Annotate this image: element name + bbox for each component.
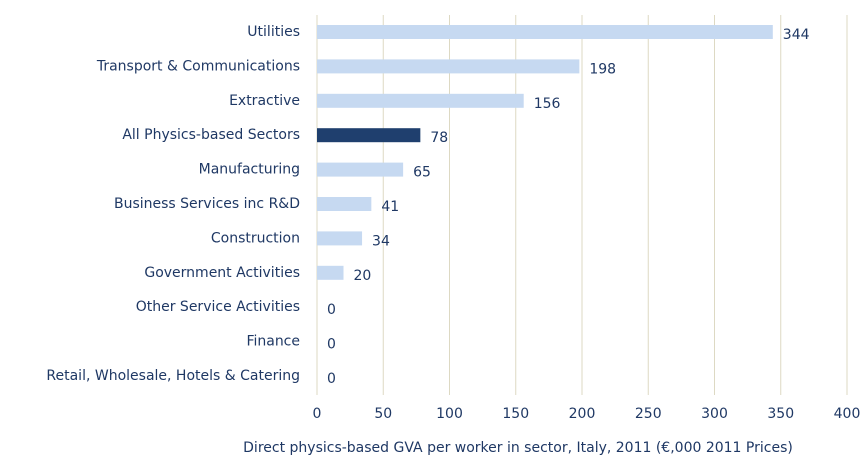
x-tick-label: 300 bbox=[701, 406, 728, 422]
bar bbox=[317, 59, 580, 74]
y-tick-label: Manufacturing bbox=[199, 162, 300, 178]
x-tick-label: 200 bbox=[569, 406, 596, 422]
data-label: 65 bbox=[413, 165, 431, 181]
y-tick-label: Utilities bbox=[247, 24, 300, 40]
x-tick-label: 100 bbox=[436, 406, 463, 422]
bar bbox=[317, 93, 524, 108]
bar bbox=[317, 25, 773, 39]
x-tick-label: 400 bbox=[834, 406, 861, 422]
x-tick-label: 250 bbox=[635, 406, 662, 422]
data-label: 0 bbox=[327, 371, 336, 387]
y-tick-label: Transport & Communications bbox=[96, 58, 300, 74]
x-tick-label: 150 bbox=[502, 406, 529, 422]
y-tick-label: Government Activities bbox=[144, 265, 300, 281]
y-tick-label: Retail, Wholesale, Hotels & Catering bbox=[46, 368, 300, 384]
data-label: 78 bbox=[430, 130, 448, 146]
y-tick-label: Other Service Activities bbox=[136, 299, 300, 315]
bar bbox=[317, 265, 344, 280]
data-label: 0 bbox=[327, 302, 336, 318]
y-tick-label: Business Services inc R&D bbox=[114, 196, 300, 212]
bar bbox=[317, 231, 363, 246]
y-tick-label: Construction bbox=[211, 230, 300, 246]
bar bbox=[317, 128, 421, 143]
data-label: 41 bbox=[381, 199, 399, 215]
bar bbox=[317, 162, 404, 177]
data-label: 156 bbox=[534, 96, 561, 112]
data-label: 344 bbox=[783, 27, 810, 43]
y-tick-label: All Physics-based Sectors bbox=[122, 127, 300, 143]
data-label: 20 bbox=[354, 268, 372, 284]
bar bbox=[317, 197, 372, 211]
x-axis-label: Direct physics-based GVA per worker in s… bbox=[243, 440, 793, 456]
x-tick-label: 350 bbox=[767, 406, 794, 422]
y-tick-label: Finance bbox=[246, 334, 300, 350]
data-label: 34 bbox=[372, 233, 390, 249]
x-tick-label: 0 bbox=[313, 406, 322, 422]
x-tick-label: 50 bbox=[374, 406, 392, 422]
data-label: 198 bbox=[589, 61, 616, 77]
y-tick-label: Extractive bbox=[229, 93, 300, 109]
data-label: 0 bbox=[327, 337, 336, 353]
